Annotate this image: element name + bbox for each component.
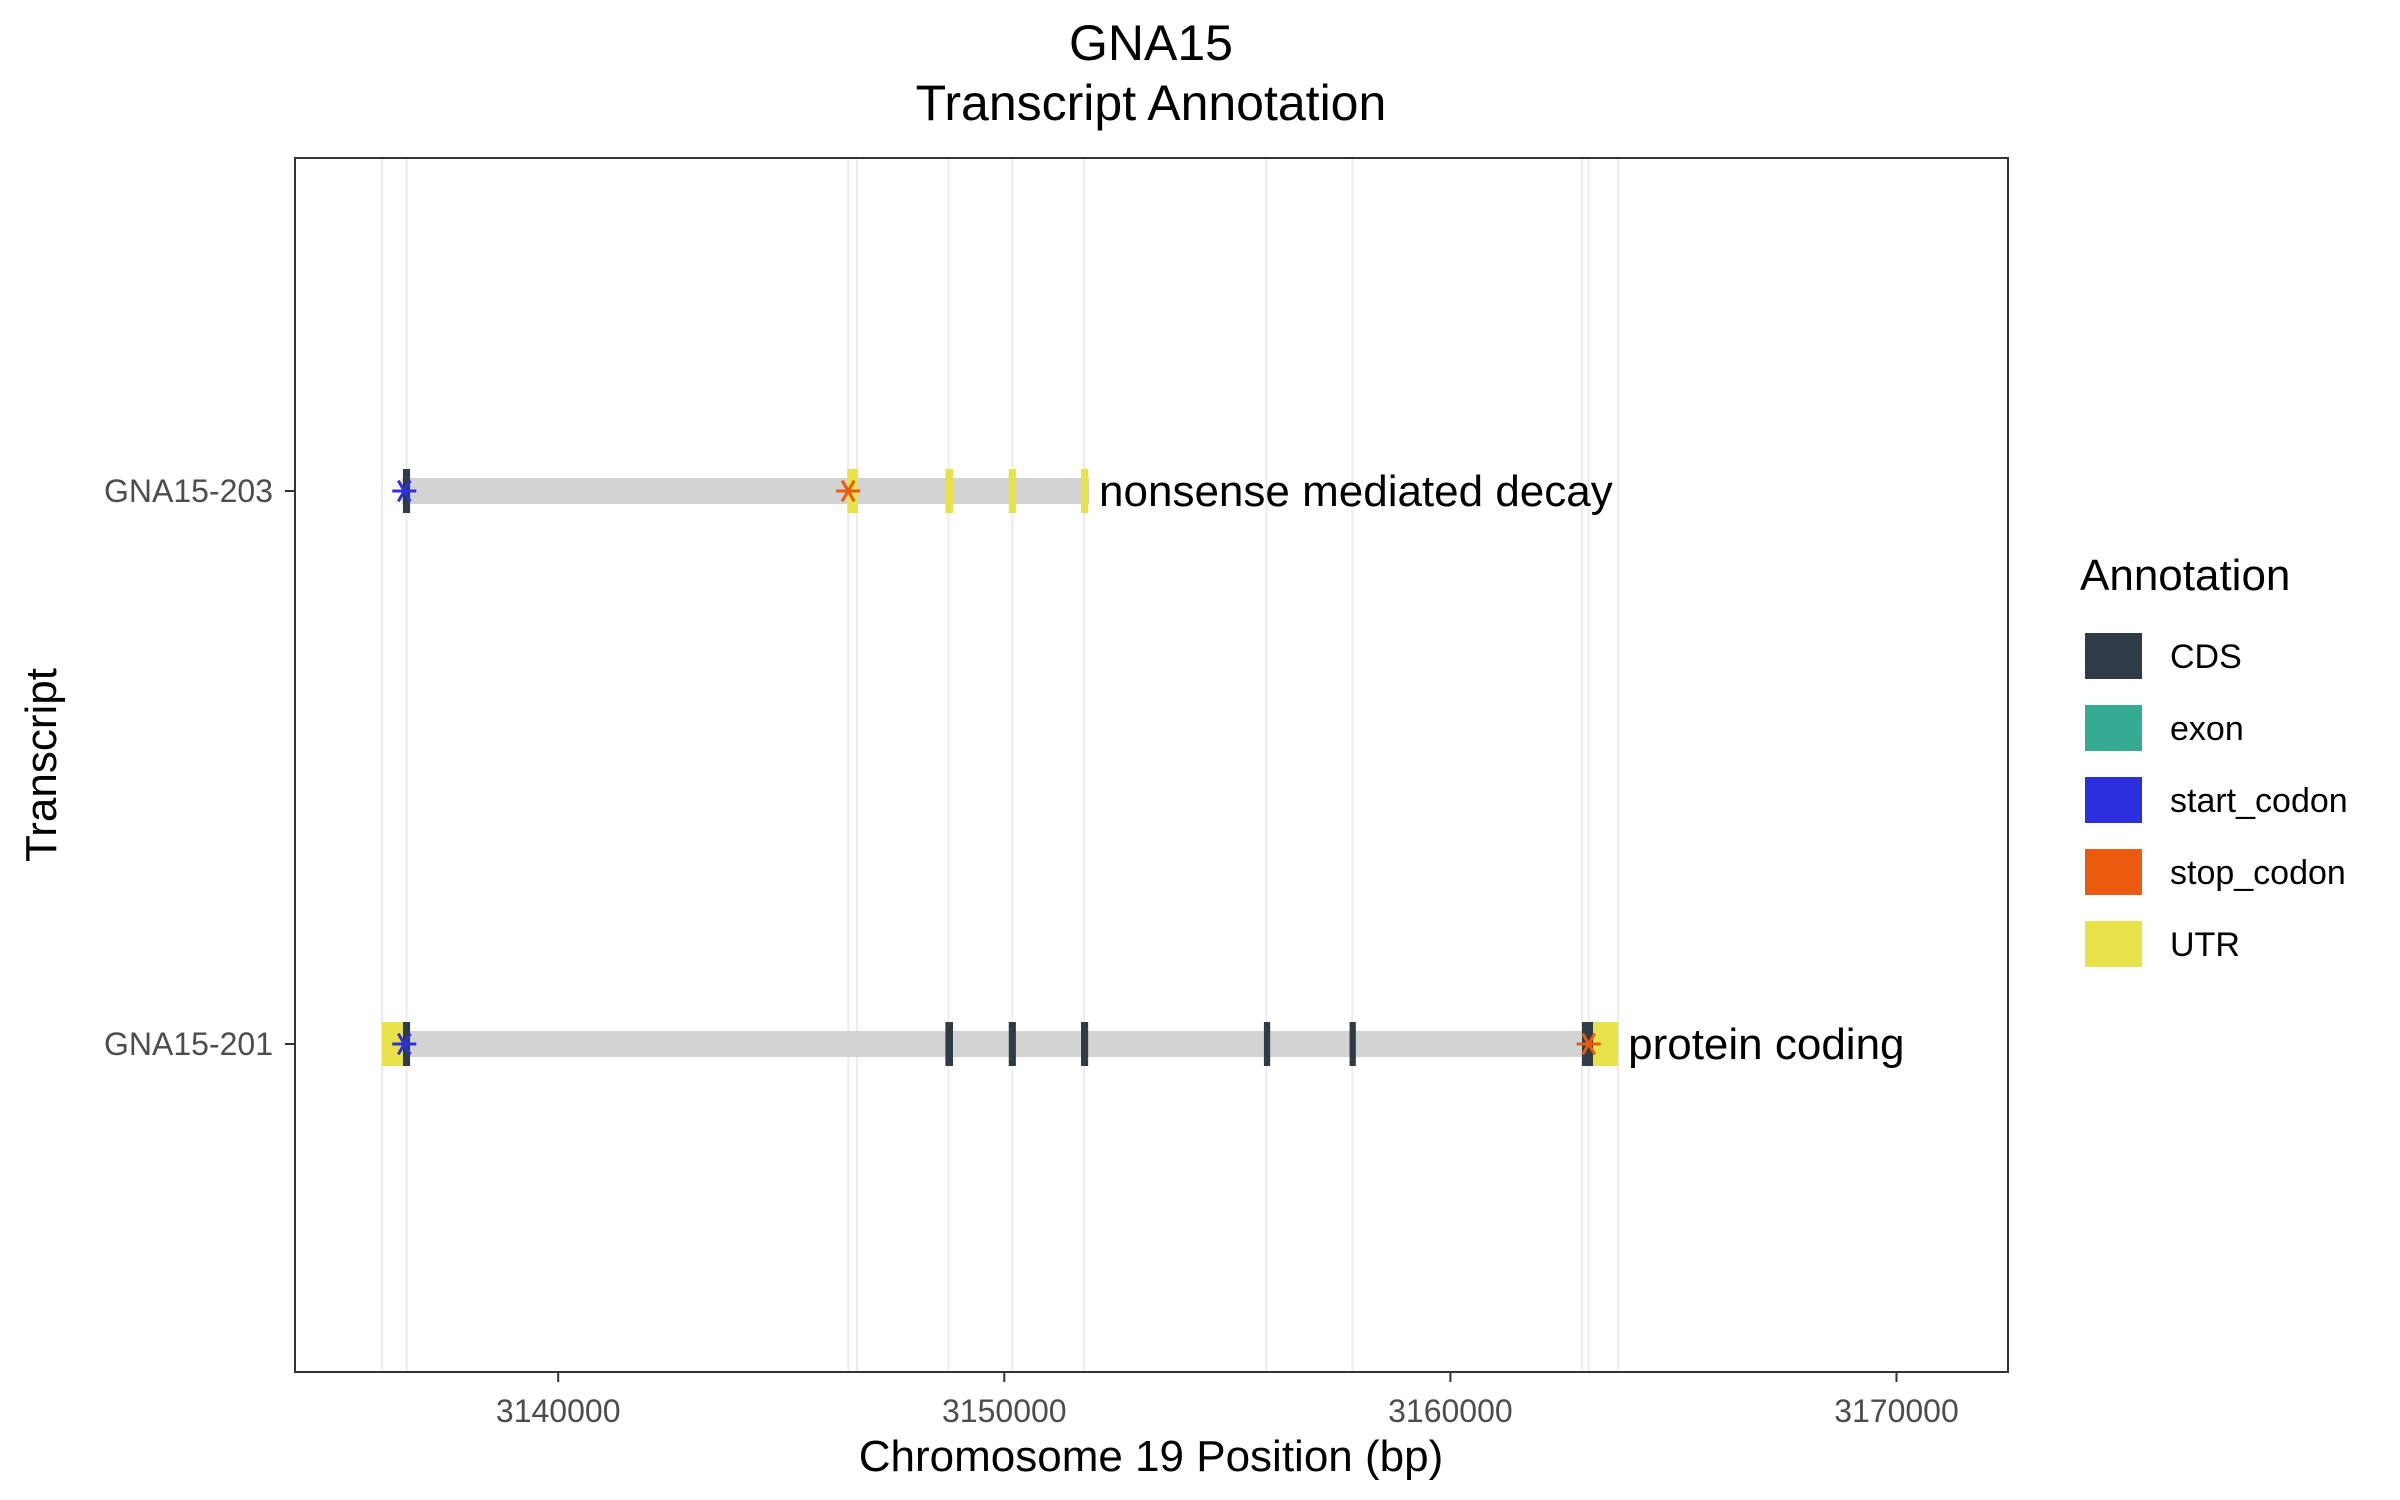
stop-codon-marker <box>836 479 861 503</box>
cds-block <box>1349 1022 1356 1066</box>
legend-key-utr <box>2085 921 2142 967</box>
cds-block <box>1263 1022 1271 1066</box>
legend-title: Annotation <box>2080 551 2290 600</box>
start-codon-marker-stroke <box>396 479 412 503</box>
start-codon-marker-stroke <box>396 1032 412 1056</box>
x-tick-label: 3160000 <box>1388 1393 1513 1429</box>
chart-title-line1: GNA15 <box>1069 15 1233 71</box>
stop-codon-marker-stroke <box>1581 1032 1596 1056</box>
legend-key-stop-codon <box>2085 849 2142 895</box>
biotype-label: nonsense mediated decay <box>1099 467 1613 516</box>
start-codon-marker <box>392 479 417 503</box>
stop-codon-marker-stroke <box>840 479 856 503</box>
cds-block <box>1081 1022 1089 1066</box>
utr-block <box>945 469 953 513</box>
x-tick-label: 3150000 <box>942 1393 1067 1429</box>
cds-block <box>945 1022 953 1066</box>
legend-key-start-codon <box>2085 777 2142 823</box>
y-axis: GNA15-203 GNA15-201 <box>104 473 295 1062</box>
y-axis-title: Transcript <box>17 668 66 862</box>
plot-border <box>294 157 2009 1373</box>
legend-label: UTR <box>2170 926 2240 964</box>
grid-lines <box>380 158 1620 1372</box>
x-axis: 3140000 3150000 3160000 3170000 <box>496 1372 1959 1429</box>
legend-label: CDS <box>2170 638 2242 676</box>
biotype-label: protein coding <box>1628 1020 1904 1069</box>
y-tick-label: GNA15-203 <box>104 473 273 509</box>
legend-key-exon <box>2085 705 2142 751</box>
legend-label: exon <box>2170 710 2244 748</box>
x-tick-label: 3140000 <box>496 1393 621 1429</box>
intron-bar <box>402 478 1090 504</box>
legend-label: start_codon <box>2170 782 2348 820</box>
transcript-tracks: nonsense mediated decay protein coding <box>381 467 1905 1069</box>
plot-panel <box>295 158 2008 1372</box>
x-axis-title: Chromosome 19 Position (bp) <box>859 1432 1443 1481</box>
legend-key-cds <box>2085 633 2142 679</box>
utr-block <box>1081 469 1089 513</box>
legend: Annotation CDS exon start_codon stop_codon U… <box>2080 551 2348 967</box>
stop-codon-marker <box>1576 1032 1601 1056</box>
chart-title-line2: Transcript Annotation <box>916 75 1387 131</box>
y-tick-label: GNA15-201 <box>104 1026 273 1062</box>
start-codon-marker <box>392 1032 417 1056</box>
x-tick-label: 3170000 <box>1834 1393 1959 1429</box>
cds-block <box>1008 1022 1016 1066</box>
legend-label: stop_codon <box>2170 854 2346 892</box>
utr-block <box>1008 469 1016 513</box>
intron-bar <box>381 1031 1619 1057</box>
